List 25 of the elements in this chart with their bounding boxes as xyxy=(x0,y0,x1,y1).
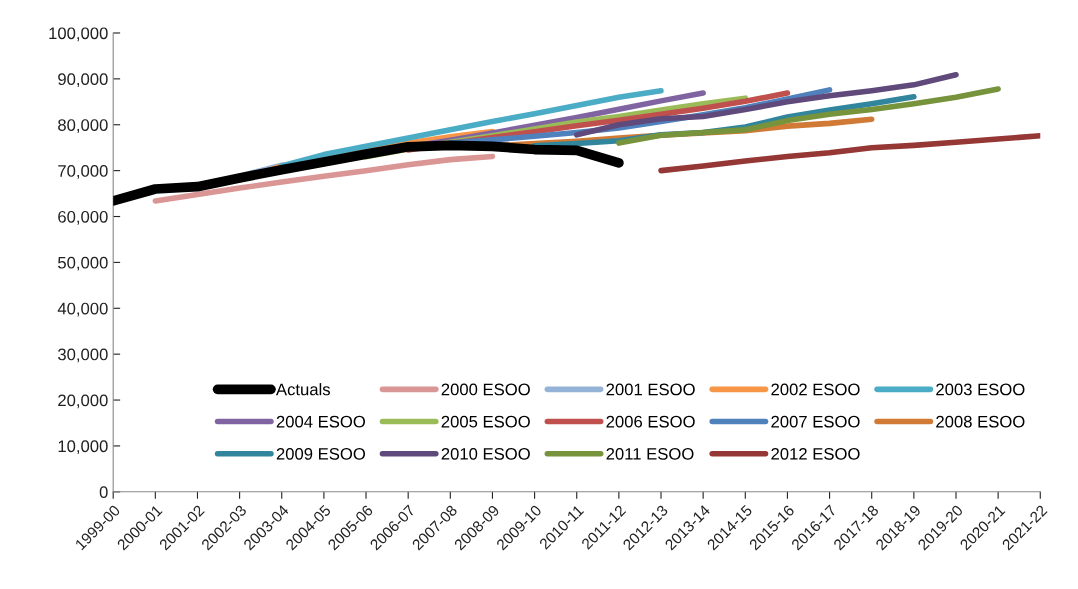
legend-label: 2010 ESOO xyxy=(441,447,530,460)
y-tick-label: 30,000 xyxy=(57,348,108,363)
legend-label: 2004 ESOO xyxy=(276,415,366,428)
legend-label: 2006 ESOO xyxy=(606,415,695,428)
legend-label: 2012 ESOO xyxy=(771,447,860,460)
y-tick-label: 80,000 xyxy=(58,119,108,133)
y-tick-label: 60,000 xyxy=(58,210,108,225)
legend-label: 2007 ESOO xyxy=(771,415,860,428)
y-tick-label: 90,000 xyxy=(58,73,108,88)
legend-label: 2005 ESOO xyxy=(441,415,530,428)
y-tick-label: 40,000 xyxy=(57,302,108,317)
legend-label: 2002 ESOO xyxy=(771,383,860,396)
legend-label: 2011 ESOO xyxy=(606,447,694,460)
y-tick-label: 50,000 xyxy=(58,256,108,271)
legend-label: 2009 ESOO xyxy=(276,447,366,460)
legend-label: Actuals xyxy=(275,383,330,396)
y-tick-label: 100,000 xyxy=(49,27,108,42)
y-tick-label: 0 xyxy=(99,486,108,499)
y-tick-label: 20,000 xyxy=(58,394,108,409)
y-tick-label: 70,000 xyxy=(58,165,108,179)
legend-label: 2000 ESOO xyxy=(441,383,530,396)
legend-label: 2008 ESOO xyxy=(936,415,1025,428)
legend-label: 2001 ESOO xyxy=(606,383,695,396)
y-tick-label: 10,000 xyxy=(58,440,108,455)
legend-label: 2003 ESOO xyxy=(936,383,1025,396)
